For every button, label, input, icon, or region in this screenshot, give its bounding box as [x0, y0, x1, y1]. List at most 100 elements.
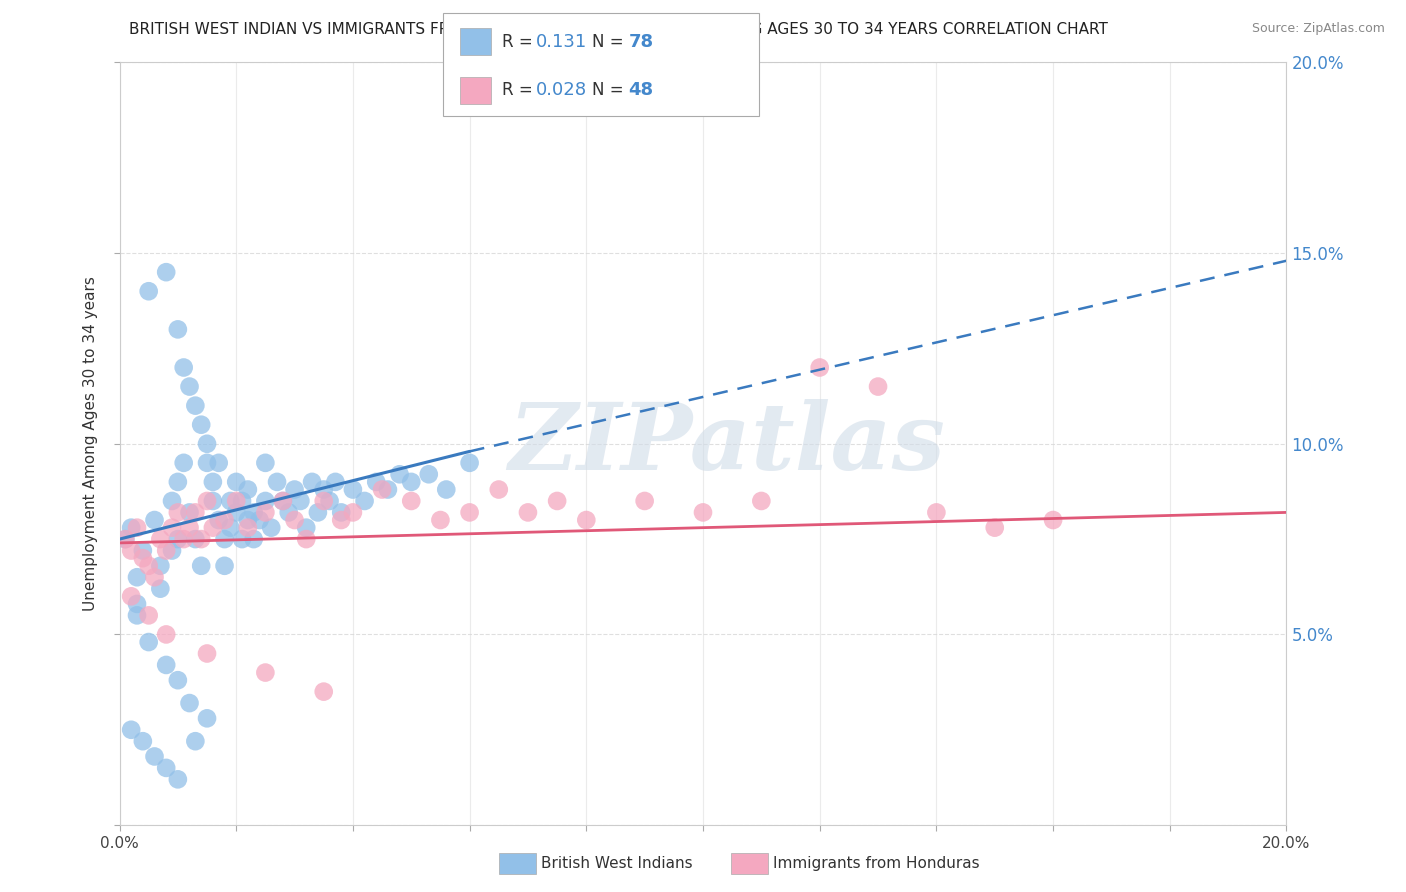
Point: [266, 475, 288, 489]
Point: [312, 684, 335, 698]
Point: [225, 475, 247, 489]
Text: Immigrants from Honduras: Immigrants from Honduras: [773, 856, 980, 871]
Point: [330, 513, 353, 527]
Point: [179, 696, 201, 710]
Point: [173, 456, 195, 470]
Point: [160, 521, 183, 535]
Point: [254, 665, 277, 680]
Point: [179, 379, 201, 393]
Text: R =: R =: [502, 33, 538, 51]
Text: 0.028: 0.028: [536, 81, 586, 99]
Text: ZIPatlas: ZIPatlas: [508, 399, 945, 489]
Point: [160, 494, 183, 508]
Point: [190, 532, 212, 546]
Point: [149, 582, 172, 596]
Point: [295, 532, 318, 546]
Point: [155, 627, 177, 641]
Point: [125, 521, 148, 535]
Point: [214, 513, 236, 527]
Point: [388, 467, 411, 482]
Point: [143, 513, 166, 527]
Point: [458, 505, 481, 519]
Point: [219, 521, 242, 535]
Point: [283, 513, 307, 527]
Point: [208, 513, 231, 527]
Point: [488, 483, 510, 497]
Point: [155, 761, 177, 775]
Point: [214, 532, 236, 546]
Point: [166, 532, 188, 546]
Text: BRITISH WEST INDIAN VS IMMIGRANTS FROM HONDURAS UNEMPLOYMENT AMONG AGES 30 TO 34: BRITISH WEST INDIAN VS IMMIGRANTS FROM H…: [129, 22, 1108, 37]
Point: [366, 475, 388, 489]
Point: [190, 558, 212, 573]
Point: [184, 532, 207, 546]
Point: [138, 558, 160, 573]
Point: [208, 456, 231, 470]
Point: [138, 284, 160, 298]
Point: [155, 543, 177, 558]
Point: [201, 475, 224, 489]
Text: Source: ZipAtlas.com: Source: ZipAtlas.com: [1251, 22, 1385, 36]
Point: [184, 734, 207, 748]
Point: [295, 521, 318, 535]
Point: [143, 570, 166, 584]
Point: [132, 734, 155, 748]
Point: [458, 456, 481, 470]
Point: [184, 399, 207, 413]
Point: [271, 494, 294, 508]
Point: [120, 543, 142, 558]
Point: [277, 505, 299, 519]
Point: [166, 772, 188, 787]
Point: [342, 483, 364, 497]
Point: [866, 379, 890, 393]
Point: [236, 513, 259, 527]
Point: [114, 532, 136, 546]
Point: [242, 505, 264, 519]
Point: [312, 494, 335, 508]
Point: [692, 505, 714, 519]
Point: [254, 456, 277, 470]
Point: [254, 494, 277, 508]
Text: N =: N =: [592, 81, 628, 99]
Text: N =: N =: [592, 33, 628, 51]
Point: [546, 494, 568, 508]
Point: [166, 673, 188, 688]
Point: [138, 635, 160, 649]
Point: [149, 532, 172, 546]
Point: [325, 475, 347, 489]
Point: [214, 558, 236, 573]
Point: [143, 749, 166, 764]
Point: [155, 657, 177, 672]
Point: [751, 494, 773, 508]
Point: [429, 513, 451, 527]
Point: [1042, 513, 1064, 527]
Point: [201, 494, 224, 508]
Point: [633, 494, 655, 508]
Point: [575, 513, 598, 527]
Point: [318, 494, 340, 508]
Point: [173, 532, 195, 546]
Point: [808, 360, 831, 375]
Point: [195, 456, 218, 470]
Point: [190, 417, 212, 432]
Point: [225, 494, 247, 508]
Text: 48: 48: [628, 81, 654, 99]
Text: British West Indians: British West Indians: [541, 856, 693, 871]
Point: [166, 475, 188, 489]
Point: [149, 558, 172, 573]
Point: [179, 505, 201, 519]
Point: [231, 532, 253, 546]
Point: [219, 494, 242, 508]
Point: [342, 505, 364, 519]
Point: [173, 360, 195, 375]
Point: [120, 521, 142, 535]
Point: [125, 608, 148, 623]
Point: [312, 483, 335, 497]
Point: [418, 467, 440, 482]
Point: [249, 513, 271, 527]
Point: [195, 711, 218, 725]
Point: [132, 551, 155, 566]
Point: [166, 322, 188, 336]
Point: [283, 483, 307, 497]
Point: [160, 543, 183, 558]
